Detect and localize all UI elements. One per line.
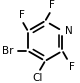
Text: F: F [18,10,24,20]
Text: F: F [49,0,54,10]
Text: Cl: Cl [33,73,43,83]
Text: N: N [65,26,73,36]
Text: Br: Br [2,46,14,56]
Text: F: F [69,62,75,72]
